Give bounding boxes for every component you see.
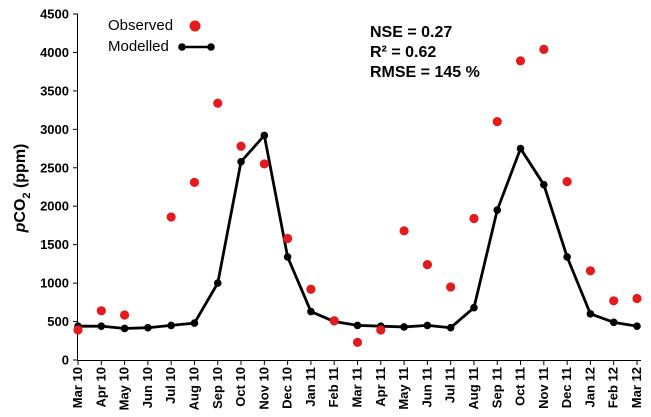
x-tick-labels: Mar 10 Apr 10 May 10 Jun 10 Jul 10 Aug 10 Sep … bbox=[70, 360, 644, 410]
legend-modelled-label: Modelled bbox=[108, 38, 169, 55]
observed-point bbox=[352, 337, 363, 347]
x-tick-label: Apr 10 bbox=[93, 367, 108, 407]
y-tick-label: 2500 bbox=[40, 160, 69, 175]
observed-point bbox=[609, 296, 619, 306]
modelled-point bbox=[516, 144, 525, 153]
y-tick-label: 1000 bbox=[40, 276, 69, 291]
legend-observed-label: Observed bbox=[108, 17, 173, 34]
observed-point bbox=[166, 212, 176, 222]
modelled-point bbox=[400, 323, 408, 331]
modelled-line bbox=[78, 134, 638, 330]
observed-point bbox=[562, 177, 572, 187]
modelled-point bbox=[144, 323, 152, 332]
y-tick-labels: 0 500 1000 1500 2000 2500 3000 3500 4000 4500 bbox=[40, 7, 78, 368]
modelled-point bbox=[470, 303, 478, 312]
y-tick-label: 3500 bbox=[40, 83, 69, 98]
x-tick-label: Dec 11 bbox=[559, 367, 574, 408]
x-tick-label: Nov 10 bbox=[256, 367, 271, 410]
x-tick-label: Mar 11 bbox=[350, 367, 365, 407]
x-tick-label: Mar 12 bbox=[629, 367, 644, 408]
modelled-point bbox=[237, 157, 245, 166]
rmse-annotation: RMSE = 145 % bbox=[370, 64, 480, 81]
observed-point bbox=[96, 306, 106, 316]
y-tick-label: 0 bbox=[62, 353, 69, 368]
observed-point bbox=[469, 213, 479, 224]
modelled-point bbox=[609, 318, 618, 327]
x-tick-label: Mar 10 bbox=[70, 367, 85, 408]
modelled-point bbox=[563, 253, 571, 261]
observed-point bbox=[376, 325, 386, 335]
x-tick-label: Jan 12 bbox=[582, 367, 597, 407]
observed-point bbox=[446, 282, 456, 292]
observed-point bbox=[119, 310, 130, 320]
y-tick-label: 4000 bbox=[40, 45, 69, 60]
axes bbox=[77, 14, 641, 361]
observed-point bbox=[306, 284, 316, 294]
legend: Observed Modelled bbox=[108, 17, 215, 55]
modelled-point bbox=[307, 307, 315, 316]
x-tick-label: Feb 11 bbox=[326, 367, 341, 407]
modelled-point bbox=[493, 206, 502, 214]
modelled-point bbox=[190, 319, 199, 327]
x-tick-label: May 10 bbox=[117, 367, 132, 410]
x-tick-label: Sep 11 bbox=[489, 367, 504, 408]
observed-point bbox=[329, 316, 339, 326]
observed-point bbox=[73, 325, 83, 335]
observed-point bbox=[515, 56, 526, 66]
r2-annotation: R² = 0.62 bbox=[370, 44, 436, 61]
x-tick-label: Oct 11 bbox=[513, 367, 528, 406]
x-tick-label: Jul 11 bbox=[443, 367, 458, 403]
observed-point bbox=[492, 117, 502, 127]
modelled-point bbox=[353, 321, 362, 330]
legend-modelled-marker-left bbox=[178, 43, 186, 51]
y-tick-label: 1500 bbox=[40, 237, 69, 252]
x-tick-label: May 11 bbox=[396, 367, 411, 410]
y-tick-label: 3000 bbox=[40, 122, 69, 137]
series-modelled bbox=[74, 131, 641, 333]
observed-point bbox=[399, 226, 409, 236]
x-tick-label: Feb 12 bbox=[606, 367, 621, 408]
x-tick-label: Dec 10 bbox=[280, 367, 295, 409]
x-tick-label: Aug 10 bbox=[186, 367, 201, 410]
modelled-point bbox=[586, 310, 595, 318]
modelled-point bbox=[283, 253, 292, 261]
x-tick-label: Oct 10 bbox=[233, 367, 248, 407]
observed-point bbox=[539, 44, 549, 54]
x-tick-label: Jun 11 bbox=[419, 367, 434, 407]
modelled-point bbox=[446, 323, 455, 332]
stats-annotations: NSE = 0.27 R² = 0.62 RMSE = 145 % bbox=[370, 24, 480, 81]
modelled-point bbox=[213, 279, 222, 287]
x-tick-label: Sep 10 bbox=[210, 367, 225, 409]
observed-point bbox=[585, 266, 596, 276]
series-observed bbox=[73, 44, 642, 347]
y-tick-label: 500 bbox=[47, 314, 69, 329]
x-tick-label: Jan 11 bbox=[303, 367, 318, 407]
modelled-point bbox=[633, 322, 641, 330]
observed-point bbox=[189, 177, 200, 187]
x-tick-label: Jun 10 bbox=[140, 367, 155, 408]
x-tick-label: Jul 10 bbox=[163, 367, 178, 404]
modelled-point bbox=[423, 321, 432, 330]
x-tick-label: Aug 11 bbox=[466, 367, 481, 410]
modelled-point bbox=[540, 180, 548, 189]
legend-observed-marker bbox=[189, 20, 201, 32]
observed-point bbox=[259, 159, 269, 169]
y-tick-label: 4500 bbox=[40, 7, 69, 22]
modelled-point bbox=[120, 324, 129, 333]
legend-modelled-marker-right bbox=[207, 43, 215, 51]
nse-annotation: NSE = 0.27 bbox=[370, 24, 452, 41]
x-tick-label: Apr 11 bbox=[373, 367, 388, 407]
y-axis-label: pCO2 (ppm) bbox=[12, 144, 33, 234]
y-tick-label: 2000 bbox=[40, 199, 69, 214]
observed-point bbox=[422, 260, 432, 270]
x-tick-label: Nov 11 bbox=[536, 367, 551, 409]
observed-point bbox=[236, 141, 246, 151]
modelled-point bbox=[260, 131, 269, 140]
modelled-point bbox=[167, 321, 175, 330]
observed-point bbox=[283, 233, 293, 244]
modelled-point bbox=[97, 322, 106, 330]
observed-point bbox=[632, 293, 642, 304]
observed-point bbox=[213, 98, 223, 108]
